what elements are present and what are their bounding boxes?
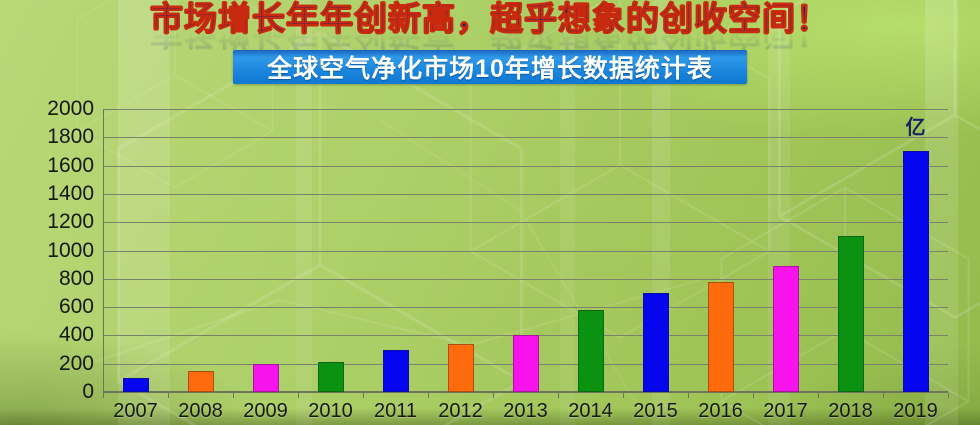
axis-tick bbox=[753, 393, 754, 398]
bar-2019 bbox=[902, 151, 929, 392]
bar-2015 bbox=[642, 292, 669, 392]
x-axis-label-2014: 2014 bbox=[568, 400, 613, 422]
gridline-1800 bbox=[103, 137, 948, 139]
axis-tick bbox=[948, 393, 949, 398]
bar-2011 bbox=[382, 349, 409, 392]
gridline-2000 bbox=[103, 109, 948, 110]
bar-2016 bbox=[707, 281, 734, 392]
axis-tick bbox=[883, 393, 884, 398]
axis-tick bbox=[558, 393, 559, 398]
y-axis-label-400: 400 bbox=[58, 323, 94, 347]
bar-2014 bbox=[577, 309, 604, 392]
x-axis-line bbox=[103, 391, 948, 393]
gridline-800 bbox=[103, 278, 948, 280]
gridline-1600 bbox=[103, 165, 948, 167]
y-axis-label-2000: 2000 bbox=[47, 97, 94, 120]
bar-2007 bbox=[122, 377, 149, 392]
page-header: 市场增长年年创新高，超乎想象的创收空间！ 市场增长年年创新高，超乎想象的创收空间… bbox=[0, 0, 980, 51]
y-axis-label-1600: 1600 bbox=[47, 153, 94, 177]
y-axis-label-600: 600 bbox=[58, 295, 94, 319]
axis-tick bbox=[493, 393, 494, 398]
y-axis-label-1400: 1400 bbox=[47, 181, 94, 205]
x-axis-label-2010: 2010 bbox=[308, 400, 353, 422]
x-axis-label-2016: 2016 bbox=[698, 400, 743, 422]
y-axis-label-1200: 1200 bbox=[47, 210, 94, 234]
gridline-1200 bbox=[103, 222, 948, 224]
y-axis-label-0: 0 bbox=[82, 380, 94, 403]
unit-label: 亿 bbox=[905, 117, 926, 139]
chart-title-banner: 全球空气净化市场10年增长数据统计表 bbox=[233, 50, 747, 84]
gridline-600 bbox=[103, 307, 948, 309]
page-title: 市场增长年年创新高，超乎想象的创收空间！ bbox=[150, 0, 830, 37]
axis-tick bbox=[363, 393, 364, 398]
x-axis-label-2007: 2007 bbox=[113, 400, 158, 422]
x-axis-label-2018: 2018 bbox=[828, 400, 873, 422]
y-axis-label-800: 800 bbox=[58, 266, 94, 290]
x-axis-label-2013: 2013 bbox=[503, 400, 548, 422]
x-axis-label-2009: 2009 bbox=[243, 400, 288, 422]
axis-tick bbox=[233, 393, 234, 398]
bar-2018 bbox=[837, 236, 864, 392]
bar-2013 bbox=[512, 335, 539, 392]
x-axis-label-2011: 2011 bbox=[373, 400, 417, 422]
y-axis-label-1000: 1000 bbox=[47, 238, 94, 262]
x-axis-label-2012: 2012 bbox=[438, 400, 483, 422]
bar-2017 bbox=[772, 266, 799, 392]
gridline-1400 bbox=[103, 193, 948, 195]
y-axis-line bbox=[103, 109, 104, 397]
x-axis-label-2017: 2017 bbox=[763, 400, 808, 422]
axis-tick bbox=[818, 393, 819, 398]
axis-tick bbox=[168, 393, 169, 398]
x-axis-label-2015: 2015 bbox=[633, 400, 678, 422]
axis-tick bbox=[298, 393, 299, 398]
y-axis-label-1800: 1800 bbox=[47, 125, 94, 149]
axis-tick bbox=[623, 393, 624, 398]
axis-tick bbox=[688, 393, 689, 398]
x-axis-label-2019: 2019 bbox=[893, 400, 938, 422]
bar-2012 bbox=[447, 343, 474, 392]
bar-2008 bbox=[187, 370, 214, 392]
x-axis-label-2008: 2008 bbox=[178, 400, 223, 422]
y-axis-label-200: 200 bbox=[58, 351, 94, 375]
chart-title-text: 全球空气净化市场10年增长数据统计表 bbox=[267, 55, 713, 83]
gridline-1000 bbox=[103, 250, 948, 252]
axis-tick bbox=[428, 393, 429, 398]
bar-2010 bbox=[317, 362, 344, 392]
bar-2009 bbox=[252, 363, 279, 392]
axis-tick bbox=[103, 393, 104, 398]
